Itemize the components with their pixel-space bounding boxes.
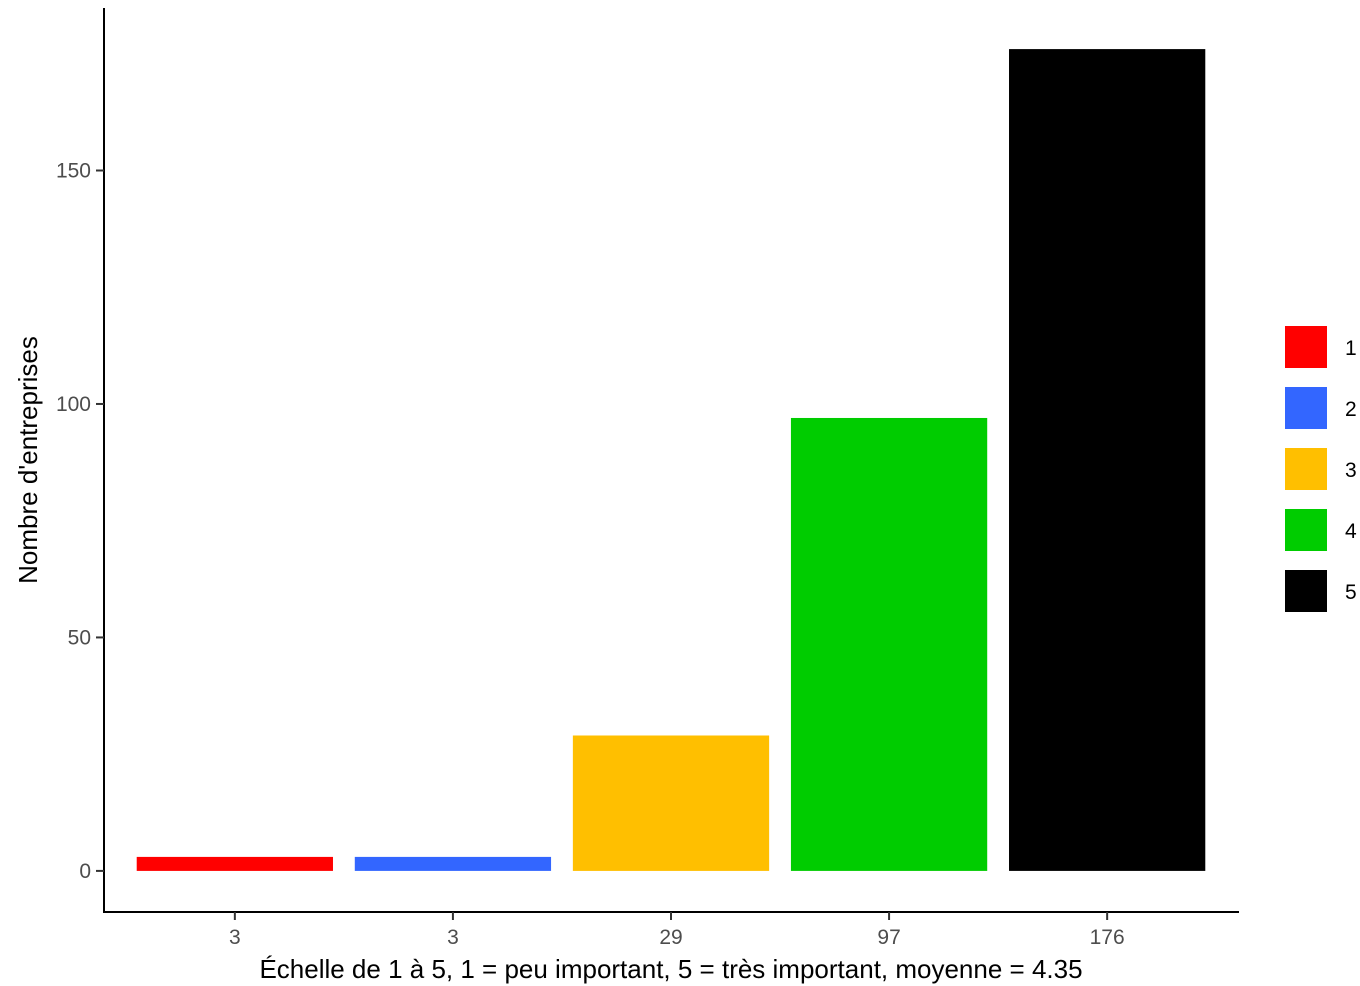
bar-1 bbox=[136, 856, 333, 871]
bar-2 bbox=[354, 856, 552, 871]
legend: 1 2 3 4 5 bbox=[1285, 326, 1357, 612]
legend-label: 3 bbox=[1345, 459, 1357, 482]
bar-5 bbox=[1009, 49, 1206, 871]
y-axis-title: Nombre d'entreprises bbox=[13, 336, 43, 584]
y-tick-label: 50 bbox=[68, 626, 91, 649]
x-tick-label: 3 bbox=[447, 926, 459, 949]
legend-label: 5 bbox=[1345, 581, 1357, 604]
legend-label: 4 bbox=[1345, 520, 1357, 543]
bars-group bbox=[136, 49, 1206, 871]
y-tick-label: 0 bbox=[79, 860, 91, 883]
x-tick-label: 176 bbox=[1090, 926, 1125, 949]
legend-key-1 bbox=[1285, 326, 1327, 368]
x-tick-label: 3 bbox=[229, 926, 241, 949]
y-tick-label: 100 bbox=[56, 393, 91, 416]
legend-key-4 bbox=[1285, 509, 1327, 551]
x-axis-title: Échelle de 1 à 5, 1 = peu important, 5 =… bbox=[259, 954, 1082, 984]
bar-4 bbox=[790, 417, 988, 871]
x-axis-ticks: 3 3 29 97 176 bbox=[229, 912, 1125, 949]
x-tick-label: 97 bbox=[877, 926, 900, 949]
legend-key-2 bbox=[1285, 387, 1327, 429]
y-axis-ticks: 0 50 100 150 bbox=[56, 159, 104, 883]
legend-label: 2 bbox=[1345, 398, 1357, 421]
legend-key-5 bbox=[1285, 570, 1327, 612]
legend-label: 1 bbox=[1345, 337, 1357, 360]
x-tick-label: 29 bbox=[659, 926, 682, 949]
legend-key-3 bbox=[1285, 448, 1327, 490]
y-tick-label: 150 bbox=[56, 159, 91, 182]
bar-3 bbox=[572, 735, 770, 871]
